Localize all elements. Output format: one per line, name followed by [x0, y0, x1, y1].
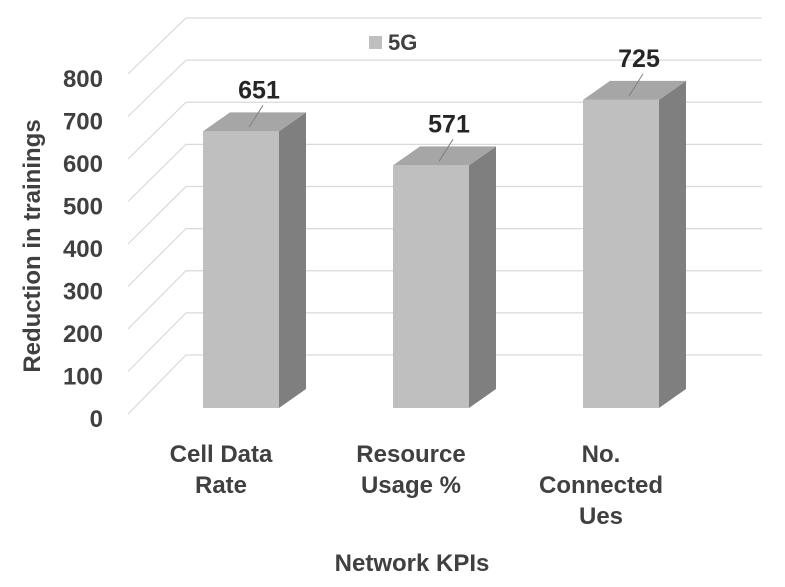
y-tick-label: 0 — [90, 406, 103, 433]
bar — [393, 146, 496, 408]
y-tick-label: 800 — [63, 66, 103, 93]
y-tick-label: 300 — [63, 279, 103, 306]
bar-top — [393, 146, 496, 166]
gridline — [127, 354, 762, 415]
data-label: 651 — [238, 76, 280, 104]
bar-side — [659, 80, 686, 408]
gridline — [127, 101, 762, 160]
bar-front — [583, 99, 659, 408]
data-labels: 651 571 725 — [238, 45, 660, 162]
gridline — [127, 312, 762, 372]
x-category-label: Resource Usage % — [356, 441, 465, 499]
y-tick-label: 500 — [63, 194, 103, 221]
y-tick-label: 700 — [63, 109, 103, 136]
data-label-leader — [248, 105, 264, 128]
x-axis-title: Network KPIs — [335, 550, 490, 577]
y-tick-label: 400 — [63, 236, 103, 263]
bar-top — [583, 80, 686, 100]
y-tick-label: 100 — [63, 364, 103, 391]
bar — [203, 112, 306, 408]
x-category-label: Cell Data Rate — [170, 441, 273, 499]
bar-side — [279, 112, 306, 408]
bars — [203, 80, 686, 408]
legend-label-5g: 5G — [388, 30, 417, 55]
data-label: 725 — [618, 45, 660, 73]
gridline — [127, 185, 762, 245]
gridline — [127, 59, 762, 117]
bar-side — [469, 146, 496, 408]
y-axis-title: Reduction in trainings — [19, 119, 46, 372]
x-axis-categories: Cell Data Rate Resource Usage % No. Connected… — [170, 441, 663, 530]
y-tick-label: 200 — [63, 321, 103, 348]
bar-top — [203, 112, 306, 132]
bar-front — [393, 165, 469, 408]
bar-front — [203, 131, 279, 408]
x-category-label: No. Connected Ues — [539, 441, 663, 530]
gridline — [127, 17, 762, 75]
bar — [583, 80, 686, 408]
legend-swatch-5g — [369, 36, 382, 49]
data-label-leader — [438, 139, 454, 162]
gridline — [127, 270, 762, 330]
gridline — [127, 228, 762, 287]
data-label-leader — [628, 73, 644, 97]
gridlines — [127, 17, 762, 415]
y-tick-label: 600 — [63, 151, 103, 178]
legend: 5G — [369, 30, 417, 55]
gridline — [127, 143, 762, 202]
data-label: 571 — [428, 110, 470, 138]
y-axis-ticks: 0 100 200 300 400 500 600 700 800 — [63, 66, 103, 433]
